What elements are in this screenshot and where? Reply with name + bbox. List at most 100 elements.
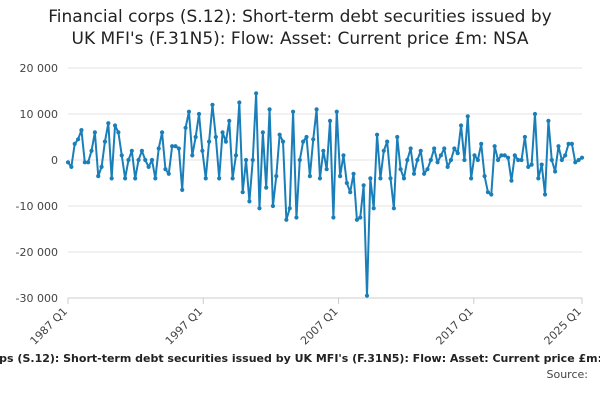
data-point <box>203 176 208 181</box>
data-point <box>344 180 349 186</box>
data-point <box>96 174 101 179</box>
data-point <box>425 167 430 172</box>
series-line <box>67 92 583 297</box>
data-point <box>240 190 245 195</box>
data-point <box>210 102 215 107</box>
data-point <box>458 123 464 128</box>
data-point <box>233 153 239 158</box>
data-point <box>69 164 74 169</box>
data-point <box>75 137 81 142</box>
data-point <box>549 157 554 163</box>
data-point <box>512 153 517 158</box>
data-point <box>163 167 168 172</box>
data-point <box>153 176 158 181</box>
data-point <box>529 162 534 167</box>
data-point <box>200 148 205 153</box>
data-point <box>519 157 524 163</box>
y-axis: 20 000 10 000 0 -10 000 -20 000 -30 000 <box>16 62 58 305</box>
data-point <box>546 118 551 123</box>
data-point <box>364 293 370 298</box>
x-tick-label: 2007 Q1 <box>298 305 341 348</box>
data-point <box>311 137 316 142</box>
data-point <box>254 91 259 96</box>
data-point <box>190 153 195 158</box>
data-point <box>290 109 296 114</box>
data-point <box>385 139 390 144</box>
data-point <box>301 139 306 144</box>
data-point <box>341 153 346 158</box>
chart-title-line-1: Financial corps (S.12): Short-term debt … <box>48 7 552 27</box>
data-point <box>237 100 242 105</box>
data-point <box>455 151 460 156</box>
gridlines <box>68 67 582 299</box>
data-point <box>505 155 511 160</box>
data-point <box>378 176 383 181</box>
data-point <box>270 203 276 209</box>
data-point <box>123 176 128 181</box>
data-point <box>559 157 564 163</box>
data-point <box>428 157 433 163</box>
data-point <box>495 157 501 163</box>
data-point <box>139 148 145 153</box>
data-point <box>133 176 138 181</box>
data-point <box>146 164 151 169</box>
data-point <box>287 206 292 211</box>
x-axis: 1987 Q1 1997 Q1 2007 Q1 2017 Q1 2025 Q1 <box>28 297 585 348</box>
data-point <box>247 199 252 204</box>
data-point <box>180 187 185 192</box>
data-point <box>243 157 249 163</box>
data-point <box>556 144 561 149</box>
data-point <box>294 215 299 220</box>
y-tick-label: -10 000 <box>16 200 58 213</box>
data-point <box>569 141 575 146</box>
data-point <box>388 176 393 181</box>
data-point <box>395 134 400 140</box>
data-point <box>438 153 443 158</box>
data-point <box>479 141 484 146</box>
legend-label: Financial corps (S.12): Short-term debt … <box>0 352 600 365</box>
source-label: Source: <box>546 368 589 381</box>
data-point <box>465 114 470 119</box>
data-point <box>348 190 353 195</box>
chart-title-line-2: UK MFI's (F.31N5): Flow: Asset: Current … <box>71 29 529 49</box>
data-point <box>482 174 487 179</box>
data-point <box>374 132 380 137</box>
data-point <box>381 148 386 153</box>
data-point <box>509 178 514 183</box>
data-point <box>401 176 407 181</box>
data-point <box>176 146 181 151</box>
y-tick-label: 20 000 <box>20 62 59 75</box>
data-point <box>448 157 454 163</box>
data-point <box>422 171 427 176</box>
data-point <box>173 144 178 149</box>
data-point <box>116 130 121 135</box>
data-point <box>553 169 558 174</box>
y-tick-label: -30 000 <box>16 292 58 305</box>
x-tick-label: 2025 Q1 <box>542 305 585 348</box>
series-group <box>65 91 585 298</box>
data-point <box>159 130 165 135</box>
data-point <box>82 160 87 165</box>
data-point <box>166 171 171 176</box>
data-point <box>489 192 494 197</box>
data-point <box>415 157 420 163</box>
data-point <box>260 130 265 135</box>
data-point <box>317 176 323 181</box>
data-point <box>196 111 202 117</box>
data-point <box>119 153 124 158</box>
x-tick-label: 2017 Q1 <box>433 305 476 348</box>
data-point <box>522 134 527 140</box>
x-tick-label: 1987 Q1 <box>28 305 71 348</box>
data-point <box>418 148 423 153</box>
data-point <box>502 153 507 158</box>
data-point <box>79 128 84 133</box>
data-point <box>223 139 228 144</box>
data-point <box>143 157 148 163</box>
data-point <box>579 155 585 160</box>
data-point <box>516 157 521 163</box>
data-point <box>432 146 437 151</box>
data-point <box>106 121 111 126</box>
data-point <box>472 153 477 158</box>
y-tick-label: -20 000 <box>16 246 58 259</box>
